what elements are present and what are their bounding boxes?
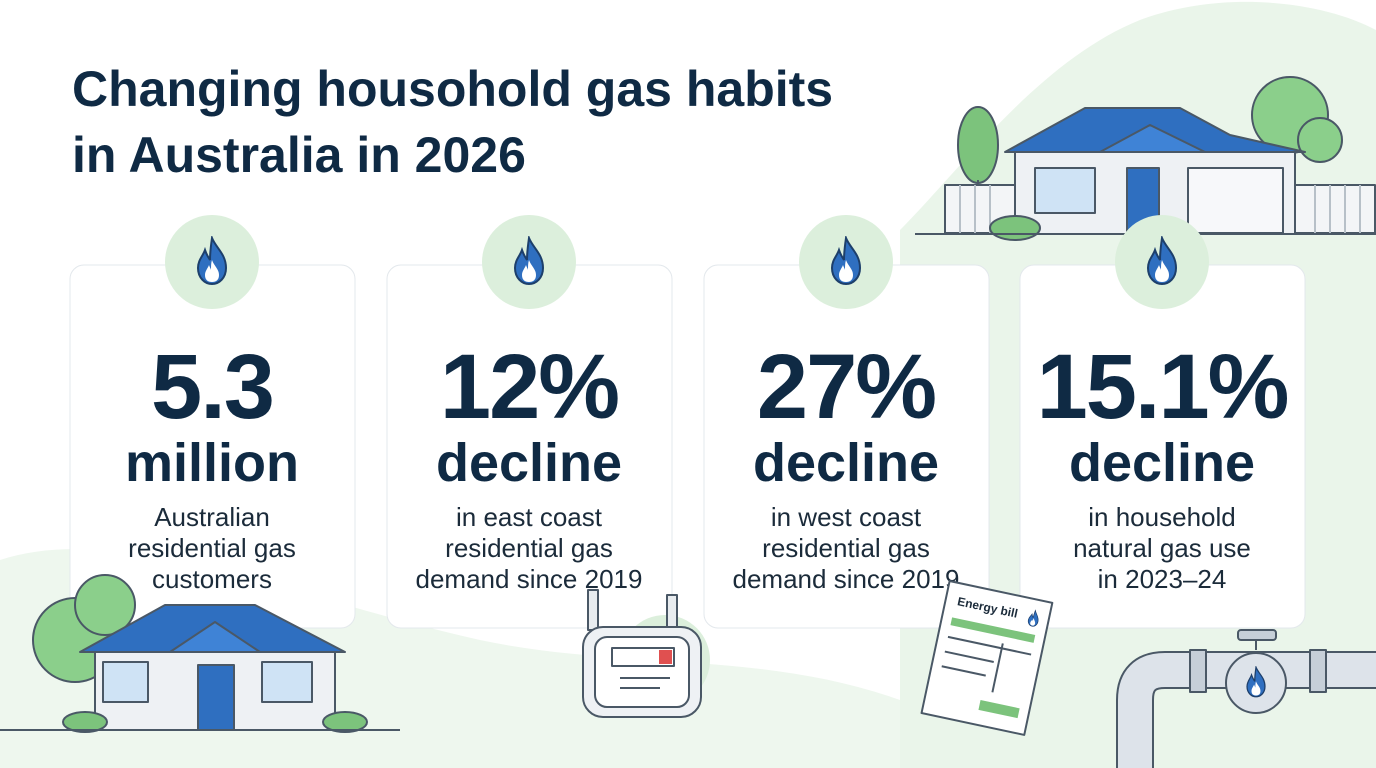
stat-unit: decline bbox=[436, 433, 622, 493]
stat-description: in household bbox=[1088, 502, 1235, 532]
stat-value: 15.1% bbox=[1037, 336, 1288, 438]
stat-description: demand since 2019 bbox=[416, 564, 643, 594]
stat-description: customers bbox=[152, 564, 272, 594]
stat-value: 27% bbox=[757, 336, 935, 438]
stat-description: demand since 2019 bbox=[733, 564, 960, 594]
stat-unit: decline bbox=[753, 433, 939, 493]
stat-description: residential gas bbox=[762, 533, 930, 563]
stat-description: natural gas use bbox=[1073, 533, 1251, 563]
stat-description: residential gas bbox=[445, 533, 613, 563]
energy-bill-illustration: Energy bill bbox=[920, 580, 1054, 736]
stat-description: in 2023–24 bbox=[1098, 564, 1227, 594]
gas-meter-illustration bbox=[582, 589, 710, 718]
title-line: in Australia in 2026 bbox=[72, 127, 526, 183]
stat-description: Australian bbox=[154, 502, 270, 532]
stat-description: in west coast bbox=[771, 502, 922, 532]
stat-value: 5.3 bbox=[151, 336, 273, 438]
house-illustration bbox=[0, 574, 400, 733]
flame-icons bbox=[165, 215, 1209, 309]
stat-description: residential gas bbox=[128, 533, 296, 563]
stat-unit: million bbox=[125, 433, 299, 493]
stat-unit: decline bbox=[1069, 433, 1255, 493]
pipe-illustration bbox=[1116, 629, 1376, 768]
title-line: Changing housohold gas habits bbox=[72, 61, 833, 117]
stat-value: 12% bbox=[440, 336, 618, 438]
card-backgrounds bbox=[69, 264, 1306, 629]
stat-description: in east coast bbox=[456, 502, 603, 532]
